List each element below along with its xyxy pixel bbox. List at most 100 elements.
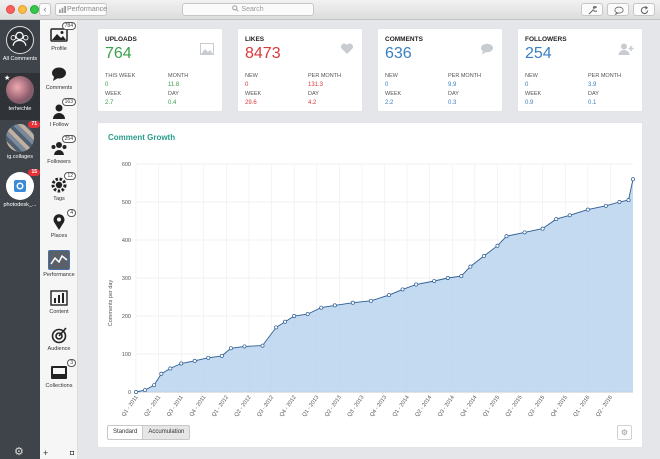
tools-button[interactable] bbox=[581, 3, 603, 16]
menu-item-profile[interactable]: 784 Profile bbox=[40, 22, 78, 52]
close-window-button[interactable] bbox=[6, 5, 15, 14]
wrench-icon bbox=[588, 6, 597, 15]
zoom-window-button[interactable] bbox=[30, 5, 39, 14]
account-ig-collages[interactable]: 71 ig.collages bbox=[0, 121, 40, 160]
comments-card: COMMENTS 636 NEW PER MONTH 0 9.9 WEEK DA… bbox=[377, 28, 503, 112]
data-point[interactable] bbox=[368, 298, 373, 303]
menu-item-tags[interactable]: 12 Tags bbox=[40, 172, 78, 202]
menu-item-collections[interactable]: 3 Collections bbox=[40, 359, 78, 389]
stat-label: WEEK bbox=[525, 91, 542, 97]
data-point[interactable] bbox=[274, 325, 279, 330]
data-point[interactable] bbox=[554, 217, 559, 222]
x-tick-label: Q1 - 2015 bbox=[482, 395, 501, 418]
menu-item-i-follow[interactable]: 163 I Follow bbox=[40, 98, 78, 128]
stat-label: MONTH bbox=[168, 73, 189, 79]
map-pin-icon: 4 bbox=[50, 209, 76, 231]
search-input[interactable]: Search bbox=[182, 3, 314, 16]
x-tick-label: Q4 - 2015 bbox=[550, 395, 569, 418]
data-point[interactable] bbox=[400, 287, 405, 292]
minimize-window-button[interactable] bbox=[18, 5, 27, 14]
data-point[interactable] bbox=[332, 303, 337, 308]
data-point[interactable] bbox=[260, 343, 265, 348]
data-point[interactable] bbox=[504, 234, 509, 239]
data-point[interactable] bbox=[432, 279, 437, 283]
panel-toggle-icon[interactable]: ◘ bbox=[70, 450, 75, 457]
data-point[interactable] bbox=[219, 353, 224, 358]
data-point[interactable] bbox=[585, 207, 590, 212]
add-icon[interactable]: + bbox=[43, 448, 49, 458]
data-point[interactable] bbox=[168, 366, 173, 371]
count-badge: 3 bbox=[67, 359, 76, 367]
stat-label: DAY bbox=[588, 91, 599, 97]
data-point[interactable] bbox=[445, 276, 450, 280]
standard-button[interactable]: Standard bbox=[107, 425, 144, 440]
x-tick-label: Q2 - 2013 bbox=[324, 395, 343, 418]
stat-label: WEEK bbox=[245, 91, 262, 97]
x-tick-label: Q4 - 2013 bbox=[369, 395, 388, 418]
stat-value: 0.4 bbox=[168, 100, 177, 106]
data-point[interactable] bbox=[143, 388, 147, 393]
data-point[interactable] bbox=[134, 390, 138, 394]
count-badge: 4 bbox=[67, 209, 76, 217]
data-point[interactable] bbox=[481, 254, 486, 258]
data-point[interactable] bbox=[192, 358, 197, 363]
data-point[interactable] bbox=[159, 371, 164, 376]
account-terhechte[interactable]: ★ terhechte bbox=[0, 73, 40, 120]
menu-item-followers[interactable]: 254 Followers bbox=[40, 135, 78, 165]
back-button[interactable]: ‹ bbox=[39, 3, 51, 16]
menu-item-comments[interactable]: Comments bbox=[40, 65, 78, 91]
stat-label: PER MONTH bbox=[308, 73, 341, 79]
data-point[interactable] bbox=[459, 274, 464, 279]
menu-label: Profile bbox=[51, 46, 67, 52]
likes-card: LIKES 8473 NEW PER MONTH 0 131.3 WEEK DA… bbox=[237, 28, 363, 112]
data-point[interactable] bbox=[319, 305, 324, 310]
menu-item-content[interactable]: Content bbox=[40, 289, 78, 315]
gear-icon: 12 bbox=[50, 172, 76, 194]
chevron-left-icon: ‹ bbox=[43, 4, 47, 14]
stat-label: NEW bbox=[245, 73, 258, 79]
data-point[interactable] bbox=[350, 300, 355, 305]
menu-label: Performance bbox=[43, 272, 75, 278]
menu-item-performance[interactable]: Performance bbox=[40, 250, 78, 278]
data-point[interactable] bbox=[179, 361, 184, 366]
data-point[interactable] bbox=[414, 282, 419, 287]
data-point[interactable] bbox=[603, 203, 608, 208]
data-point[interactable] bbox=[631, 177, 635, 182]
data-point[interactable] bbox=[305, 312, 310, 317]
chart-settings-gear-icon[interactable]: ⚙ bbox=[617, 425, 632, 440]
data-point[interactable] bbox=[495, 243, 500, 248]
x-tick-label: Q4 - 2011 bbox=[189, 395, 208, 418]
data-point[interactable] bbox=[283, 319, 288, 324]
data-point[interactable] bbox=[292, 314, 297, 318]
account-all-comments[interactable]: All Comments bbox=[0, 26, 40, 62]
speech-bubble-icon bbox=[614, 6, 624, 15]
data-point[interactable] bbox=[468, 264, 473, 269]
data-point[interactable] bbox=[567, 213, 572, 218]
data-point[interactable] bbox=[626, 198, 631, 203]
comments-toolbar-button[interactable] bbox=[607, 3, 629, 16]
data-point[interactable] bbox=[152, 383, 157, 388]
data-point[interactable] bbox=[228, 346, 233, 351]
data-point[interactable] bbox=[617, 200, 622, 204]
settings-gear-icon[interactable]: ⚙ bbox=[14, 446, 24, 458]
menu-label: Collections bbox=[45, 383, 73, 389]
data-point[interactable] bbox=[242, 344, 247, 349]
image-icon bbox=[200, 43, 214, 55]
account-photodesk[interactable]: 15 photodesk_... bbox=[0, 169, 40, 208]
data-point[interactable] bbox=[387, 293, 391, 298]
data-point[interactable] bbox=[522, 230, 527, 235]
accumulation-button[interactable]: Accumulation bbox=[143, 425, 191, 440]
data-point[interactable] bbox=[206, 355, 211, 360]
refresh-button[interactable] bbox=[633, 3, 655, 16]
data-point[interactable] bbox=[540, 226, 545, 231]
card-title: UPLOADS bbox=[105, 36, 137, 43]
stat-value: 2.2 bbox=[385, 100, 394, 106]
x-tick-label: Q1 - 2013 bbox=[301, 395, 320, 418]
menu-label: Content bbox=[49, 309, 69, 315]
menu-item-places[interactable]: 4 Places bbox=[40, 209, 78, 239]
avatar: 15 bbox=[6, 169, 40, 200]
menu-item-audience[interactable]: Audience bbox=[40, 326, 78, 352]
breadcrumb[interactable]: Performance bbox=[55, 3, 107, 16]
stat-label: NEW bbox=[525, 73, 538, 79]
